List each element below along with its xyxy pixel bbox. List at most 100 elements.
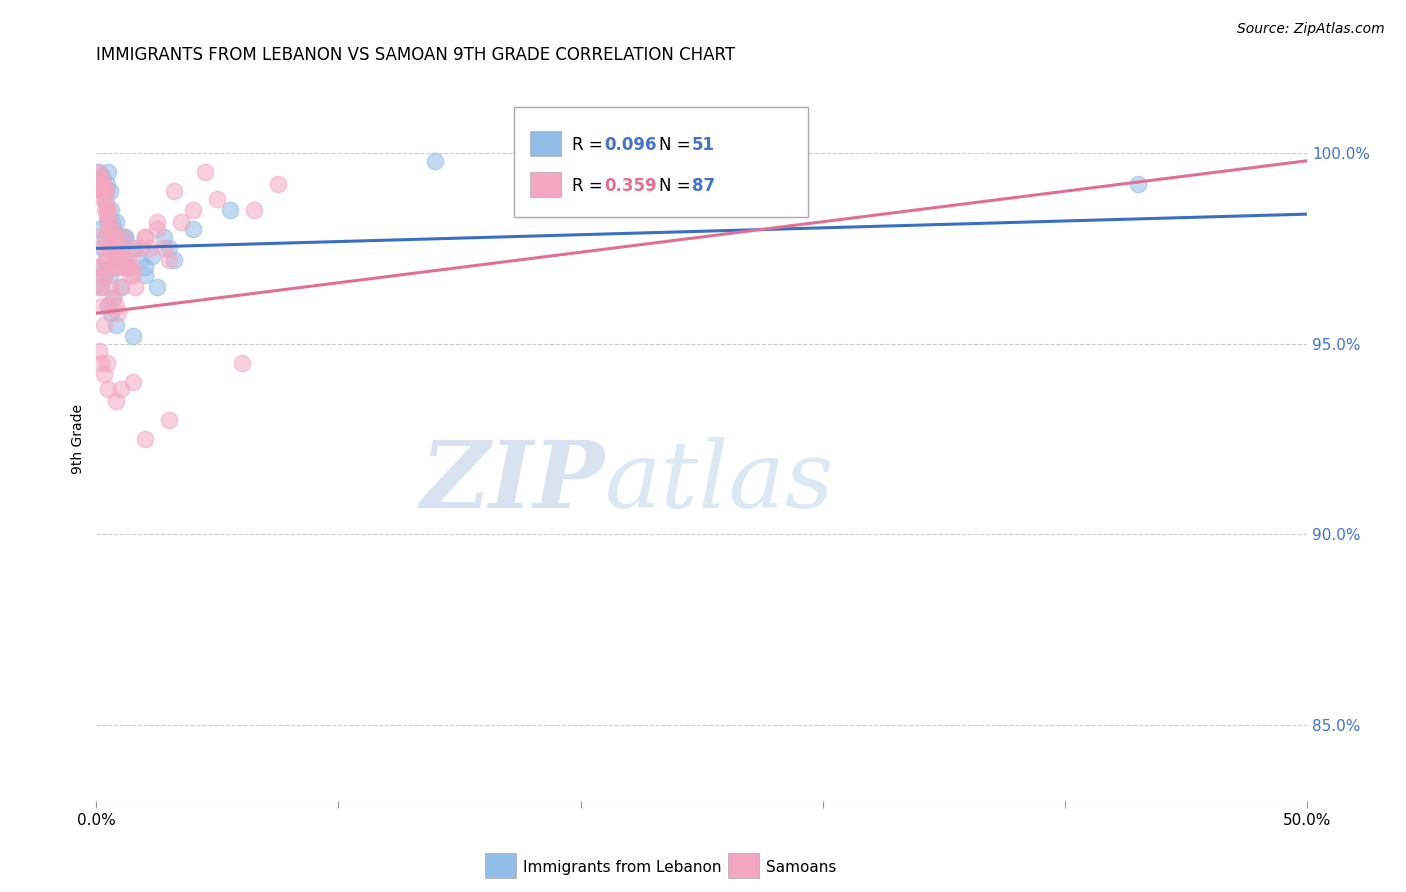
Point (141, 249, 163, 263)
Point (91, 180, 114, 194)
Point (90, 169, 112, 183)
Point (110, 383, 132, 397)
Text: ZIP: ZIP (420, 437, 605, 527)
Text: Immigrants from Lebanon: Immigrants from Lebanon (523, 860, 721, 874)
Point (89, 260, 111, 275)
Point (93, 184, 115, 198)
Point (98, 184, 121, 198)
Point (87, 344, 110, 359)
Point (91, 192, 114, 206)
Point (218, 203, 240, 218)
Point (101, 215, 124, 229)
Point (157, 252, 180, 267)
Point (153, 241, 176, 255)
Point (96, 215, 118, 229)
Point (107, 306, 129, 320)
Point (111, 230, 134, 244)
Point (110, 241, 132, 255)
Point (101, 260, 124, 275)
Point (90, 184, 112, 198)
Point (94, 184, 117, 198)
Point (103, 230, 125, 244)
Point (107, 241, 129, 255)
Point (103, 241, 125, 255)
Point (121, 268, 143, 282)
Point (103, 230, 125, 244)
Text: 51: 51 (692, 136, 714, 153)
Point (87, 173, 110, 187)
Text: R =: R = (572, 177, 607, 195)
Y-axis label: 9th Grade: 9th Grade (72, 404, 86, 474)
Point (117, 252, 139, 267)
Text: 87: 87 (692, 177, 714, 195)
Point (93, 268, 115, 282)
Point (124, 279, 146, 293)
Point (94, 203, 117, 218)
Point (181, 222, 204, 236)
Point (153, 230, 176, 244)
Point (96, 252, 118, 267)
Point (121, 329, 143, 343)
Point (267, 177, 290, 191)
Point (97, 203, 120, 218)
Point (96, 211, 118, 225)
Point (129, 252, 152, 267)
Text: N =: N = (659, 177, 696, 195)
Point (146, 222, 169, 236)
Point (93, 368, 115, 382)
Point (89, 222, 111, 236)
Point (100, 203, 122, 218)
Point (157, 413, 180, 427)
Point (103, 291, 125, 305)
Point (110, 279, 132, 293)
Point (121, 241, 143, 255)
Point (104, 299, 127, 313)
Point (97, 299, 120, 313)
Point (146, 279, 169, 293)
Point (90, 279, 112, 293)
Point (89, 177, 111, 191)
Point (111, 252, 134, 267)
Point (96, 203, 118, 218)
Point (104, 252, 127, 267)
Point (110, 252, 132, 267)
Point (87, 230, 110, 244)
Point (134, 268, 156, 282)
Point (90, 356, 112, 370)
Text: IMMIGRANTS FROM LEBANON VS SAMOAN 9TH GRADE CORRELATION CHART: IMMIGRANTS FROM LEBANON VS SAMOAN 9TH GR… (97, 46, 735, 64)
Point (90, 299, 112, 313)
Text: 0.096: 0.096 (605, 136, 657, 153)
Point (134, 230, 156, 244)
Point (117, 260, 139, 275)
Point (91, 268, 114, 282)
Point (111, 241, 134, 255)
Point (100, 241, 122, 255)
Point (207, 192, 229, 206)
Point (425, 153, 447, 168)
Point (97, 215, 120, 229)
Point (146, 215, 169, 229)
Point (103, 291, 125, 305)
Point (98, 268, 121, 282)
Point (134, 260, 156, 275)
Point (108, 241, 131, 255)
Point (163, 252, 186, 267)
Point (91, 241, 114, 255)
Point (163, 184, 186, 198)
Point (91, 169, 114, 183)
Point (114, 252, 136, 267)
Point (87, 165, 110, 179)
Point (94, 184, 117, 198)
Point (105, 260, 128, 275)
Point (129, 241, 152, 255)
Point (89, 279, 111, 293)
Point (1126, 177, 1149, 191)
Point (100, 306, 122, 320)
Point (114, 230, 136, 244)
Point (103, 230, 125, 244)
Point (98, 241, 121, 255)
Point (97, 299, 120, 313)
Point (107, 252, 129, 267)
Point (90, 177, 112, 191)
Point (110, 279, 132, 293)
